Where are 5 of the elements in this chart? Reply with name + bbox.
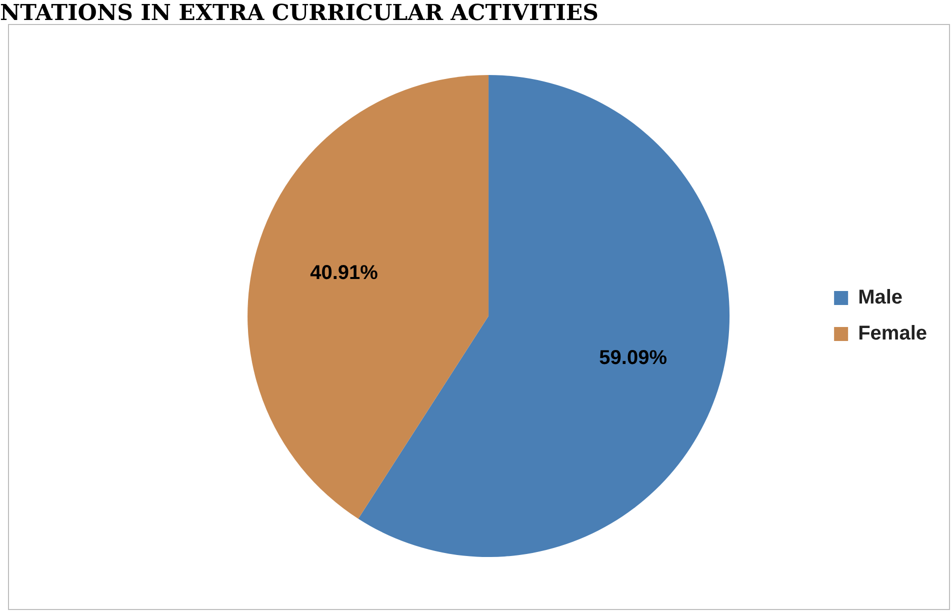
- data-label: 40.91%: [310, 262, 378, 284]
- legend-label: Female: [858, 322, 928, 345]
- chart-title: NTATIONS IN EXTRA CURRICULAR ACTIVITIES: [0, 0, 599, 26]
- data-label: 59.09%: [599, 346, 668, 369]
- legend-label: Male: [858, 286, 903, 309]
